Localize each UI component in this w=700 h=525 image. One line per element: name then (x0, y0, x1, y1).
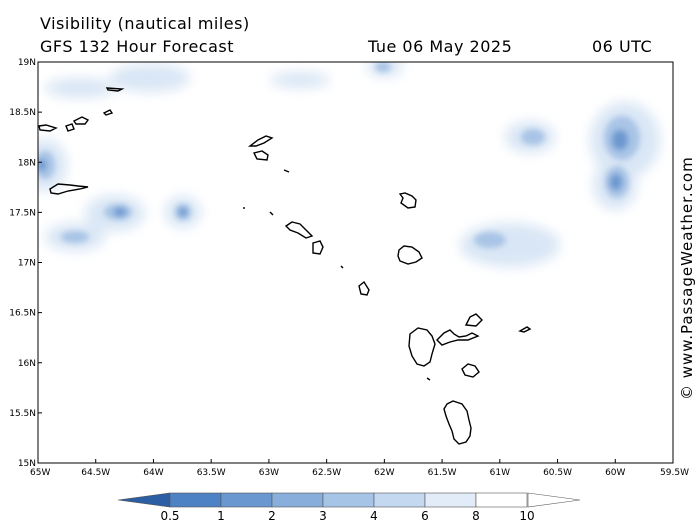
colorbar-min-arrow (117, 492, 171, 508)
lon-tick-label: 63.5W (197, 468, 226, 478)
island-st-thomas (65, 123, 75, 132)
forecast-time: 06 UTC (592, 37, 653, 56)
lon-tick-label: 62W (374, 468, 394, 478)
colorbar-segment (475, 492, 528, 508)
island-anguilla (247, 135, 274, 147)
site-credit: © www.PassageWeather.com (678, 156, 696, 400)
colorbar-segment (271, 492, 324, 508)
island-nevis (312, 240, 324, 255)
lat-tick-label: 17.5N (9, 208, 36, 218)
island-statia (269, 211, 274, 216)
island-st-croix (49, 183, 89, 195)
lon-tick-label: 61W (490, 468, 510, 478)
colorbar: 0.5 1 2 3 4 6 8 10 (117, 492, 581, 523)
colorbar-segment (322, 492, 375, 508)
island-st-martin (252, 150, 269, 161)
colorbar-segment (424, 492, 477, 508)
lat-tick-label: 15.5N (9, 409, 36, 419)
lat-tick-label: 18.5N (9, 108, 36, 118)
lon-tick-label: 65W (30, 468, 50, 478)
lon-tick-label: 60W (605, 468, 625, 478)
island-montserrat (358, 280, 370, 296)
island-vieques (105, 87, 125, 92)
colorbar-segment (220, 492, 273, 508)
forecast-label: GFS 132 Hour Forecast (40, 37, 235, 56)
island-tortola (102, 109, 114, 116)
lon-tick-label: 64W (143, 468, 163, 478)
colorbar-label: 3 (319, 509, 327, 523)
island-antigua (397, 245, 423, 265)
lat-tick-label: 16N (18, 359, 36, 369)
lat-tick-label: 19N (18, 58, 36, 68)
lon-tick-label: 61.5W (428, 468, 457, 478)
island-culebra (38, 124, 58, 132)
colorbar-label: 2 (268, 509, 276, 523)
visibility-shading (38, 62, 660, 267)
lat-tick-label: 17N (18, 259, 36, 269)
island-barbuda (398, 192, 417, 209)
lon-tick-label: 64.5W (81, 468, 110, 478)
colorbar-segment (169, 492, 222, 508)
island-st-kitts (284, 221, 314, 239)
chart-title: Visibility (nautical miles) (40, 14, 250, 33)
coastlines (38, 87, 532, 445)
lat-tick-label: 16.5N (9, 309, 36, 319)
colorbar-label: 1 (217, 509, 225, 523)
colorbar-label: 0.5 (160, 509, 179, 523)
lon-tick-label: 62.5W (312, 468, 341, 478)
colorbar-segment (373, 492, 426, 508)
plot-frame (37, 61, 674, 464)
colorbar-max-arrow (527, 492, 581, 508)
colorbar-label: 6 (421, 509, 429, 523)
island-dominica (443, 400, 472, 445)
lat-tick-label: 18N (18, 158, 36, 168)
island-redonda (340, 265, 344, 269)
colorbar-label: 4 (370, 509, 378, 523)
island-marie-galante (461, 363, 480, 378)
lon-tick-label: 59.5W (660, 468, 689, 478)
island-les-saintes (426, 377, 431, 381)
forecast-date: Tue 06 May 2025 (368, 37, 513, 56)
lon-tick-label: 60.5W (543, 468, 572, 478)
colorbar-label: 10 (519, 509, 534, 523)
colorbar-label: 8 (472, 509, 480, 523)
island-st-john (72, 116, 90, 125)
island-st-barts (283, 169, 290, 173)
island-guadeloupe (408, 313, 483, 367)
lat-tick-label: 15N (18, 459, 36, 469)
island-la-desirade (518, 326, 532, 333)
lon-tick-label: 63W (259, 468, 279, 478)
